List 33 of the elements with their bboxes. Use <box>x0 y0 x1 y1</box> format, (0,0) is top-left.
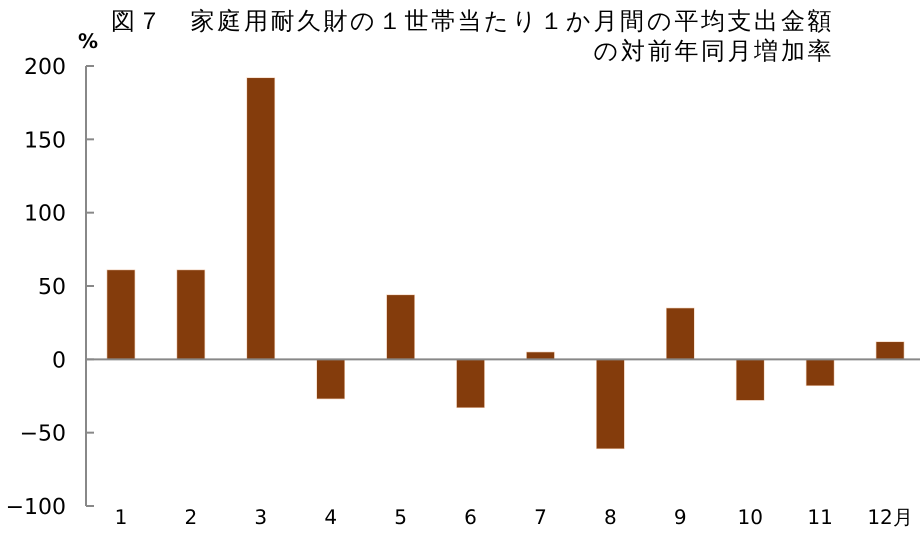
y-tick-label: 200 <box>24 55 66 80</box>
x-tick-label: 4 <box>324 505 338 529</box>
y-tick-label: 50 <box>38 275 66 300</box>
y-tick-label: 0 <box>52 348 66 374</box>
bar <box>736 359 765 401</box>
y-tick-label: 100 <box>24 202 66 227</box>
bar <box>596 359 625 450</box>
bar <box>666 308 695 360</box>
x-tick-label: 8 <box>604 505 617 529</box>
x-tick-label: 1 <box>114 505 128 529</box>
bar <box>806 359 834 386</box>
x-tick-label: 10 <box>737 505 763 529</box>
y-tick-label: −50 <box>20 422 66 447</box>
x-tick-label: 7 <box>534 505 547 529</box>
y-tick-label: 150 <box>24 128 66 154</box>
x-tick-label: 3 <box>254 505 268 529</box>
bar <box>876 341 904 360</box>
bar <box>456 359 485 408</box>
y-tick-label: −100 <box>6 495 66 520</box>
bar <box>106 270 136 360</box>
y-axis-title: % <box>78 29 98 53</box>
title: 図７ 家庭用耐久財の１世帯当たり１か月間の平均支出金額の対前年同月増加率 <box>110 6 834 66</box>
bar <box>526 352 555 360</box>
bar <box>246 77 276 360</box>
x-tick-label: 12月 <box>867 505 913 529</box>
bar <box>316 359 346 400</box>
x-tick-label: 11 <box>807 505 833 529</box>
x-tick-label: 5 <box>394 505 407 529</box>
bar <box>386 294 415 360</box>
x-tick-label: 6 <box>464 505 477 529</box>
x-tick-label: 9 <box>674 505 687 529</box>
x-tick-label: 2 <box>184 505 198 529</box>
bar <box>176 270 206 360</box>
